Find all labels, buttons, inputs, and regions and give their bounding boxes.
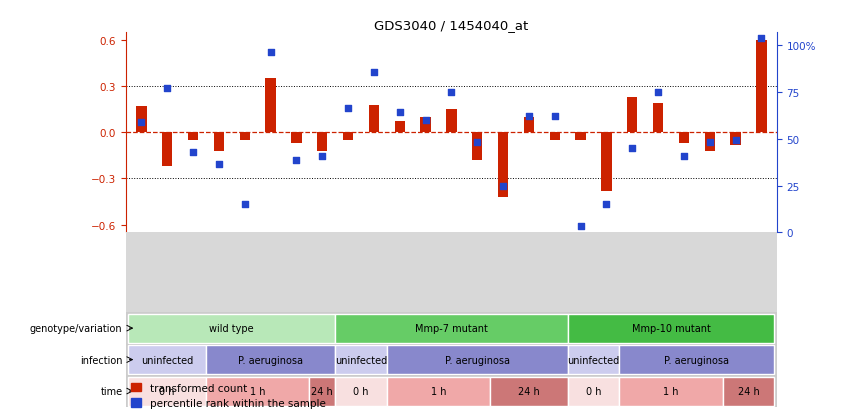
Bar xyxy=(602,133,612,191)
Text: uninfected: uninfected xyxy=(568,355,620,365)
Bar xyxy=(705,133,715,151)
Point xyxy=(703,140,717,146)
FancyBboxPatch shape xyxy=(568,314,774,343)
Point xyxy=(470,140,484,146)
FancyBboxPatch shape xyxy=(568,377,619,406)
Bar xyxy=(679,133,689,144)
Text: 1 h: 1 h xyxy=(250,386,266,396)
Point xyxy=(728,138,742,144)
FancyBboxPatch shape xyxy=(619,377,722,406)
Point xyxy=(212,161,226,168)
Point xyxy=(315,154,329,160)
Point xyxy=(341,106,355,112)
FancyBboxPatch shape xyxy=(335,345,387,374)
Point xyxy=(161,85,174,92)
Bar xyxy=(343,133,353,140)
FancyBboxPatch shape xyxy=(335,377,387,406)
FancyBboxPatch shape xyxy=(335,314,568,343)
Text: 1 h: 1 h xyxy=(663,386,679,396)
Legend: transformed count, percentile rank within the sample: transformed count, percentile rank withi… xyxy=(131,383,326,408)
Point xyxy=(418,118,432,124)
FancyBboxPatch shape xyxy=(128,345,206,374)
Bar xyxy=(472,133,483,161)
Point xyxy=(754,36,768,43)
Text: 0 h: 0 h xyxy=(160,386,175,396)
Text: 0 h: 0 h xyxy=(586,386,602,396)
Point xyxy=(625,145,639,152)
Text: 0 h: 0 h xyxy=(353,386,369,396)
FancyBboxPatch shape xyxy=(206,345,335,374)
Bar xyxy=(730,133,740,145)
FancyBboxPatch shape xyxy=(722,377,774,406)
Bar xyxy=(498,133,508,197)
Text: P. aeruginosa: P. aeruginosa xyxy=(664,355,729,365)
Bar xyxy=(291,133,301,144)
Text: 1 h: 1 h xyxy=(431,386,446,396)
Bar xyxy=(549,133,560,140)
Point xyxy=(677,154,691,160)
Point xyxy=(264,50,278,56)
Text: genotype/variation: genotype/variation xyxy=(30,323,122,333)
Point xyxy=(289,157,303,164)
FancyBboxPatch shape xyxy=(128,314,335,343)
Bar xyxy=(756,41,766,133)
FancyBboxPatch shape xyxy=(309,377,335,406)
FancyBboxPatch shape xyxy=(387,345,568,374)
FancyBboxPatch shape xyxy=(568,345,619,374)
Point xyxy=(522,114,536,120)
Bar xyxy=(653,104,663,133)
Text: P. aeruginosa: P. aeruginosa xyxy=(444,355,510,365)
FancyBboxPatch shape xyxy=(128,377,206,406)
Point xyxy=(574,223,588,230)
Text: 24 h: 24 h xyxy=(518,386,540,396)
Bar xyxy=(627,97,637,133)
Point xyxy=(392,109,406,116)
Bar xyxy=(523,118,534,133)
Text: infection: infection xyxy=(80,355,122,365)
Text: wild type: wild type xyxy=(209,323,254,333)
Bar xyxy=(575,133,586,140)
FancyBboxPatch shape xyxy=(490,377,568,406)
Text: uninfected: uninfected xyxy=(141,355,194,365)
Bar xyxy=(214,133,224,151)
Bar xyxy=(395,122,404,133)
Point xyxy=(651,90,665,96)
Text: 24 h: 24 h xyxy=(738,386,760,396)
Bar xyxy=(317,133,327,151)
Bar xyxy=(187,133,198,140)
FancyBboxPatch shape xyxy=(387,377,490,406)
Text: uninfected: uninfected xyxy=(335,355,387,365)
Text: P. aeruginosa: P. aeruginosa xyxy=(238,355,303,365)
Point xyxy=(600,202,614,208)
Point xyxy=(238,202,252,208)
Point xyxy=(367,70,381,76)
Bar xyxy=(369,105,379,133)
Text: Mmp-10 mutant: Mmp-10 mutant xyxy=(632,323,710,333)
Bar xyxy=(266,79,276,133)
FancyBboxPatch shape xyxy=(619,345,774,374)
Text: 24 h: 24 h xyxy=(312,386,333,396)
Bar xyxy=(136,107,147,133)
Text: time: time xyxy=(101,386,122,396)
Bar xyxy=(162,133,173,167)
Point xyxy=(186,150,200,156)
Point xyxy=(444,90,458,96)
Bar xyxy=(420,118,431,133)
Point xyxy=(496,183,510,190)
Bar xyxy=(240,133,250,140)
Bar xyxy=(446,110,457,133)
FancyBboxPatch shape xyxy=(206,377,309,406)
Title: GDS3040 / 1454040_at: GDS3040 / 1454040_at xyxy=(374,19,529,32)
Point xyxy=(135,120,148,126)
Point xyxy=(548,114,562,120)
Text: Mmp-7 mutant: Mmp-7 mutant xyxy=(415,323,488,333)
